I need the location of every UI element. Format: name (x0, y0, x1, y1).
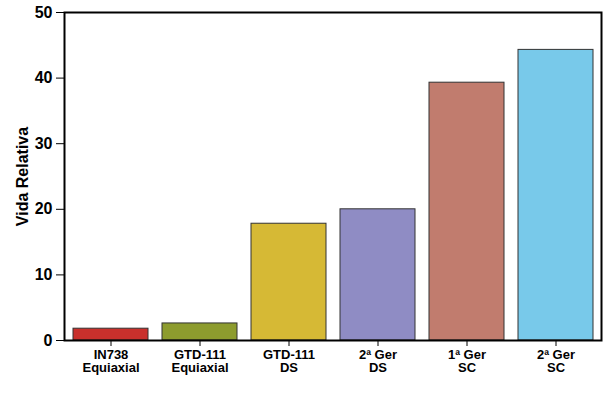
svg-text:GTD-111Equiaxial: GTD-111Equiaxial (171, 347, 228, 375)
svg-text:IN738Equiaxial: IN738Equiaxial (82, 347, 139, 375)
svg-text:50: 50 (35, 4, 53, 21)
svg-text:40: 40 (35, 69, 53, 86)
svg-text:20: 20 (35, 200, 53, 217)
svg-text:GTD-111DS: GTD-111DS (263, 347, 315, 375)
svg-text:2ª GerDS: 2ª GerDS (359, 347, 397, 375)
svg-text:2ª GerSC: 2ª GerSC (537, 347, 575, 375)
svg-text:1ª GerSC: 1ª GerSC (448, 347, 486, 375)
svg-text:10: 10 (35, 266, 53, 283)
svg-text:Vida Relativa: Vida Relativa (14, 127, 31, 226)
svg-text:0: 0 (44, 332, 53, 349)
svg-text:30: 30 (35, 135, 53, 152)
